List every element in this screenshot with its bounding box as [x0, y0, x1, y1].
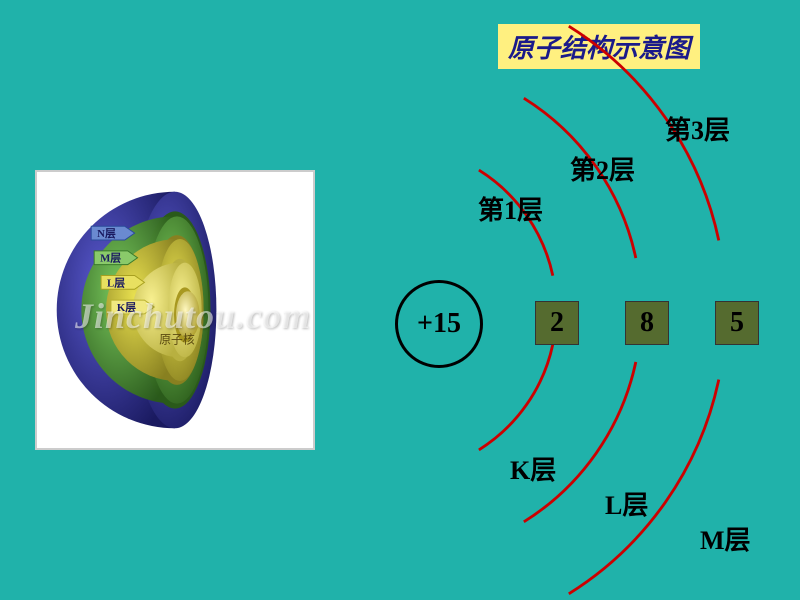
n-shell-tag: N层 [97, 227, 116, 240]
k-shell-tag: K层 [117, 301, 136, 314]
atom-cutaway-illustration: N层 M层 L层 K层 原子核 [35, 170, 315, 450]
nucleus-core-label: 原子核 [159, 333, 195, 347]
shell-3-top-label: 第3层 [665, 110, 730, 147]
m-shell-tag: M层 [100, 252, 121, 265]
shell-2-bottom-label: L层 [605, 485, 648, 522]
nucleus: +15 [395, 280, 483, 368]
shell-1-bottom-label: K层 [510, 450, 556, 487]
atom-structure-diagram: +15 2 8 5 第1层 第2层 第3层 K层 L层 M层 [380, 80, 780, 540]
electron-count-shell-1: 2 [535, 301, 579, 345]
electron-count-shell-2: 8 [625, 301, 669, 345]
electron-count-shell-3: 5 [715, 301, 759, 345]
l-shell-tag: L层 [107, 276, 125, 289]
nucleus-charge: +15 [417, 308, 461, 340]
shell-2-top-label: 第2层 [570, 150, 635, 187]
shell-3-bottom-label: M层 [700, 520, 751, 557]
shell-1-top-label: 第1层 [478, 190, 543, 227]
